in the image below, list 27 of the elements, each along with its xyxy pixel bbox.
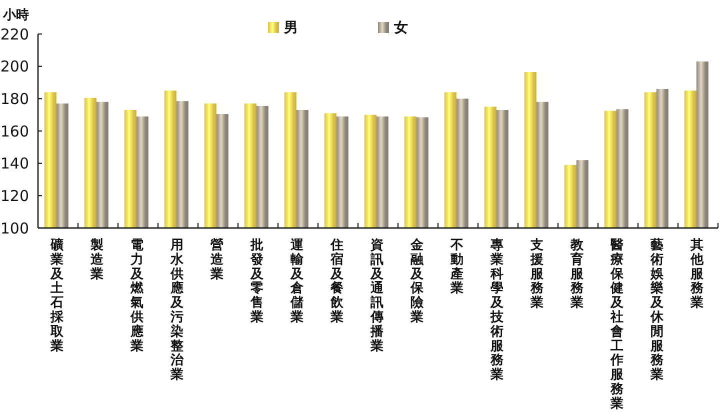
legend-label: 男 bbox=[283, 20, 298, 36]
category-label: 醫療保健及社會工作服務業 bbox=[610, 238, 624, 412]
x-tick-label: 教育服務業 bbox=[570, 238, 584, 311]
y-tick-label: 140 bbox=[0, 154, 29, 173]
x-tick-label: 其他服務業 bbox=[690, 238, 704, 311]
x-tick-label: 運輸及倉儲業 bbox=[290, 238, 304, 325]
y-tick-label: 180 bbox=[0, 90, 29, 108]
x-tick-label: 製造業 bbox=[90, 238, 104, 282]
y-tick-label: 100 bbox=[0, 219, 29, 238]
x-tick-label: 營造業 bbox=[210, 238, 224, 282]
x-tick-label: 支援服務業 bbox=[530, 238, 544, 311]
x-tick-label: 資訊及通訊傳播業 bbox=[370, 238, 384, 354]
x-tick-label: 住宿及餐飲業 bbox=[330, 238, 344, 325]
x-tick-label: 金融及保險業 bbox=[410, 238, 424, 325]
category-label: 用水供應及污染整治業 bbox=[170, 238, 184, 383]
y-tick-label: 120 bbox=[0, 187, 29, 206]
y-axis-title: 小時 bbox=[2, 8, 29, 23]
x-tick-label: 礦業及土石採取業 bbox=[50, 237, 64, 354]
y-tick-label: 160 bbox=[0, 122, 29, 140]
category-label: 專業科學及技術服務業 bbox=[490, 238, 504, 383]
x-tick-label: 電力及燃氣供應業 bbox=[130, 238, 144, 354]
legend-label: 女 bbox=[393, 20, 408, 36]
category-label: 藝術娛樂及休閒服務業 bbox=[650, 238, 664, 383]
y-tick-label: 200 bbox=[0, 58, 29, 76]
x-tick-label: 批發及零售業 bbox=[250, 238, 264, 325]
y-tick-label: 220 bbox=[0, 25, 29, 44]
x-tick-label: 不動產業 bbox=[450, 238, 464, 296]
